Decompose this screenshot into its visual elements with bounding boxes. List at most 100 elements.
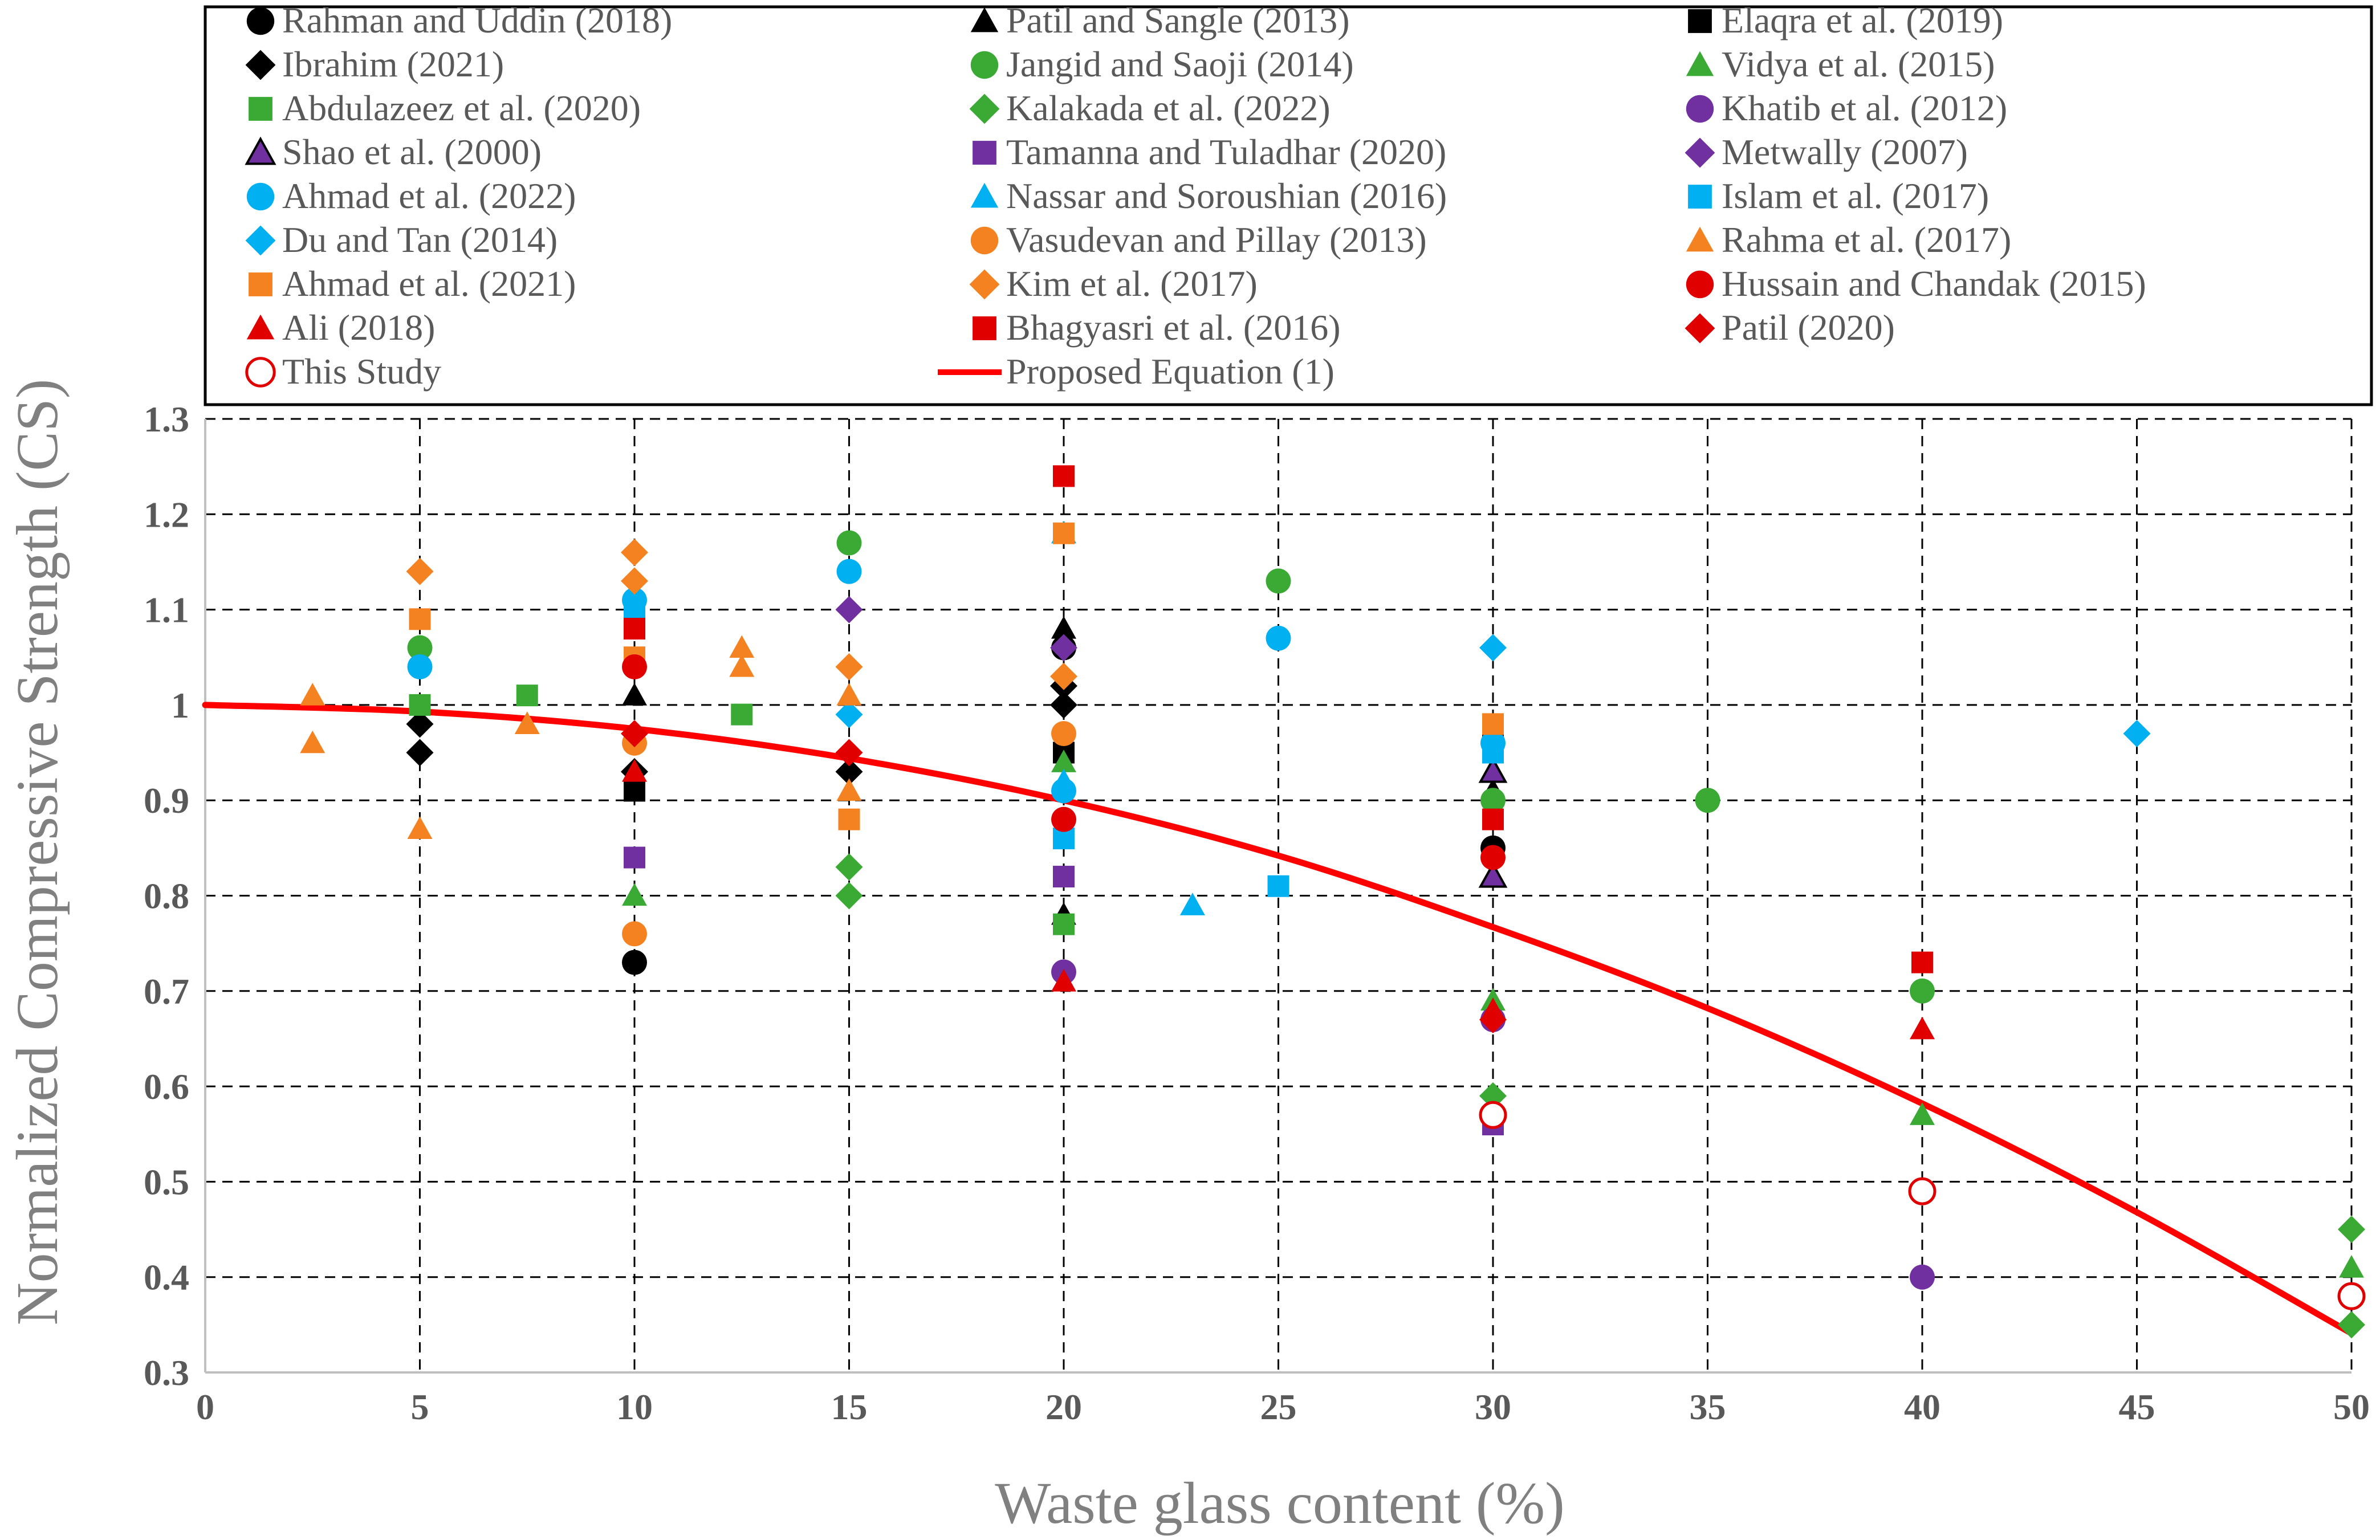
proposed-equation-line-group	[202, 702, 2355, 1337]
y-tick-label: 1.3	[144, 399, 189, 439]
legend-label: Hussain and Chandak (2015)	[1722, 263, 2146, 304]
data-point	[407, 816, 433, 839]
legend-symbol	[1686, 95, 1714, 123]
legend-symbol	[245, 136, 276, 165]
series-islam-et-al-2017	[624, 598, 1504, 897]
data-point	[836, 559, 862, 584]
legend-symbol	[969, 269, 1000, 300]
legend-label: Metwally (2007)	[1722, 132, 1968, 172]
legend-symbol	[970, 226, 999, 255]
y-tick-label: 1	[171, 685, 189, 726]
legend-label: Jangid and Saoji (2014)	[1006, 44, 1354, 84]
legend-entry: Kim et al. (2017)	[969, 263, 1258, 304]
data-point	[731, 703, 753, 726]
series-du-and-tan-2014	[835, 634, 2151, 748]
legend-entry: Abdulazeez et al. (2020)	[249, 88, 641, 128]
legend-label: Proposed Equation (1)	[1006, 351, 1335, 392]
tick-labels: 0 5 10 15 20 25 30 35 40 45 50 0.3 0.4 0.5 0.6 0.7 0.8 0.…	[144, 399, 2370, 1427]
data-point	[1050, 691, 1077, 719]
series-vidya-et-al-2015	[622, 749, 2364, 1278]
legend-label: Shao et al. (2000)	[282, 132, 542, 172]
data-point	[1482, 713, 1504, 735]
data-point	[2123, 720, 2151, 748]
y-tick-label: 0.7	[144, 971, 189, 1012]
legend-entry: Hussain and Chandak (2015)	[1686, 263, 2146, 304]
legend-label: Elaqra et al. (2019)	[1722, 0, 2003, 40]
legend-label: Khatib et al. (2012)	[1722, 88, 2007, 128]
data-point	[1695, 788, 1720, 813]
legend-entry: Khatib et al. (2012)	[1686, 88, 2007, 128]
legend-label: Rahman and Uddin (2018)	[282, 0, 672, 40]
data-point	[1266, 625, 1291, 651]
y-tick-label: 0.3	[144, 1352, 189, 1393]
series-shao-et-al-2000	[1478, 756, 1508, 888]
series-this-study	[1479, 1101, 2366, 1310]
data-point	[1911, 951, 1933, 973]
x-tick-label: 30	[1475, 1387, 1511, 1427]
data-point	[1053, 913, 1075, 935]
data-point	[1051, 749, 1076, 772]
legend-label: Vidya et al. (2015)	[1722, 44, 1995, 84]
legend-label: Ali (2018)	[282, 307, 435, 348]
data-point	[622, 950, 647, 975]
data-point	[838, 808, 860, 830]
legend-symbol	[1688, 185, 1712, 209]
data-point	[406, 739, 434, 767]
legend-label: Ahmad et al. (2022)	[282, 176, 576, 216]
legend-symbol	[1688, 9, 1712, 33]
y-tick-label: 0.5	[144, 1162, 189, 1202]
data-point	[2337, 1282, 2366, 1310]
data-points	[300, 465, 2366, 1339]
x-tick-label: 40	[1904, 1387, 1940, 1427]
legend-entry: Vasudevan and Pillay (2013)	[970, 219, 1427, 260]
data-point	[2339, 1254, 2364, 1278]
legend-symbol	[1686, 226, 1714, 252]
data-point	[1479, 1101, 1507, 1129]
data-point	[1051, 969, 1076, 992]
legend-symbol	[973, 141, 996, 165]
y-tick-label: 0.8	[144, 876, 189, 916]
data-point	[1479, 1082, 1507, 1110]
legend-entry: Ibrahim (2021)	[245, 44, 504, 84]
legend-label: Ibrahim (2021)	[282, 44, 504, 84]
legend-symbol	[969, 93, 1000, 124]
legend-label: Bhagyasri et al. (2016)	[1006, 307, 1341, 348]
legend-symbol	[970, 51, 999, 79]
legend-label: Islam et al. (2017)	[1722, 176, 1989, 216]
data-point	[1910, 1102, 1935, 1125]
data-point	[300, 683, 326, 706]
data-point	[1051, 806, 1076, 832]
legend-entry: Rahma et al. (2017)	[1686, 219, 2011, 260]
data-point	[621, 720, 648, 748]
data-point	[1910, 978, 1935, 1004]
legend-symbol	[246, 182, 275, 211]
series-ahmad-et-al-2022	[407, 559, 1506, 804]
y-tick-label: 1.1	[144, 590, 189, 630]
x-tick-label: 35	[1690, 1387, 1726, 1427]
data-point	[1053, 522, 1075, 544]
series-metwally-2007	[835, 596, 1077, 662]
data-point	[1053, 866, 1075, 888]
legend-entry: Patil and Sangle (2013)	[970, 0, 1350, 40]
data-point	[407, 635, 433, 661]
data-point	[622, 921, 647, 947]
data-point	[516, 685, 538, 707]
legend-label: Patil and Sangle (2013)	[1006, 0, 1350, 40]
legend-entry: Patil (2020)	[1685, 307, 1895, 348]
data-point	[622, 759, 647, 782]
data-point	[2338, 1311, 2365, 1339]
legend-entry: Bhagyasri et al. (2016)	[973, 307, 1341, 348]
legend-label: Kalakada et al. (2022)	[1006, 88, 1331, 128]
data-point	[1051, 721, 1076, 747]
data-point	[406, 710, 434, 738]
data-point	[729, 654, 755, 677]
legend-entry: Elaqra et al. (2019)	[1688, 0, 2003, 40]
data-point	[1482, 808, 1504, 830]
data-point	[836, 530, 862, 556]
data-point	[835, 739, 863, 767]
data-point	[1910, 1264, 1935, 1290]
data-point	[621, 567, 648, 595]
data-point	[835, 653, 863, 681]
series-abdulazeez-et-al-2020	[409, 685, 1075, 935]
legend-label: Tamanna and Tuladhar (2020)	[1006, 132, 1446, 172]
